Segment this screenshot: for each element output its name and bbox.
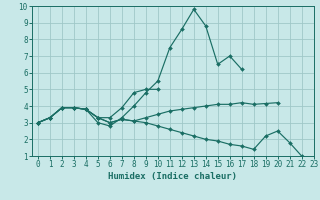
- X-axis label: Humidex (Indice chaleur): Humidex (Indice chaleur): [108, 172, 237, 181]
